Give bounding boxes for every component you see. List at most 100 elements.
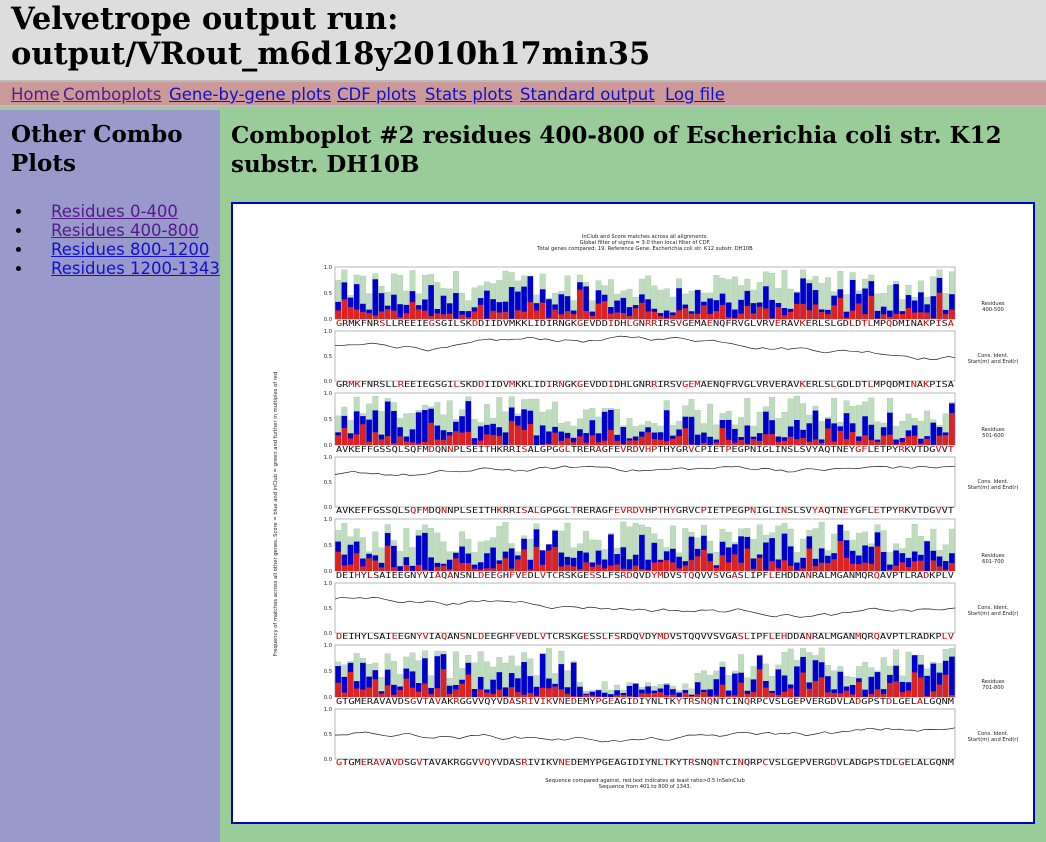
bar-red (384, 685, 391, 697)
nav-link-stats-plots[interactable]: Stats plots (425, 85, 513, 104)
bar-score (775, 669, 782, 697)
bar-red (490, 568, 496, 571)
bar-red (806, 310, 813, 319)
bar-red (347, 306, 354, 319)
bar-score (868, 676, 875, 697)
bar-score (366, 419, 372, 445)
bar-red (347, 672, 354, 697)
bar-red (744, 548, 751, 571)
bar-score (707, 689, 713, 697)
bar-red (688, 696, 695, 697)
bar-score (775, 559, 782, 571)
bar-red (341, 692, 348, 697)
bar-red (564, 438, 571, 445)
bar-red (415, 691, 422, 697)
bar-score (676, 556, 682, 571)
bar-red (366, 441, 372, 445)
bar-score (391, 410, 397, 445)
bar-red (552, 432, 558, 445)
bar-score (484, 290, 490, 319)
bar-red (521, 311, 527, 319)
bar-red (899, 314, 906, 319)
bar-score (794, 666, 800, 697)
sidebar-link-residues-400-800[interactable]: Residues 400-800 (51, 221, 199, 240)
comboplot-image[interactable]: InClub and Score matches across all alig… (231, 202, 1035, 824)
bar-red (577, 436, 583, 445)
bar-red (620, 694, 627, 697)
bar-score (595, 690, 602, 697)
bar-red (632, 440, 639, 445)
bar-red (353, 688, 360, 697)
bar-red (552, 309, 558, 319)
bar-score (434, 656, 441, 697)
bar-red (608, 429, 614, 445)
bar-red (632, 308, 639, 319)
bar-red (676, 310, 682, 319)
sidebar-link-residues-1200-1343[interactable]: Residues 1200-1343 (51, 259, 220, 278)
bar-red (825, 314, 831, 319)
bar-score (496, 302, 503, 319)
panel-line-label: Cons. Ident. (977, 731, 1008, 737)
bar-score (484, 553, 490, 571)
bar-score (880, 551, 887, 571)
bar-red (750, 439, 757, 445)
bar-red (812, 439, 819, 445)
nav-link-gene-by-gene-plots[interactable]: Gene-by-gene plots (169, 85, 332, 104)
nav-link-log-file[interactable]: Log file (665, 85, 725, 104)
bar-red (384, 309, 391, 319)
bar-red (496, 312, 503, 319)
bar-red (701, 442, 707, 445)
bar-red (787, 436, 794, 445)
page-title-line-1: Velvetrope output run: (11, 1, 399, 37)
bar-score (391, 545, 397, 571)
bar-score (477, 562, 484, 571)
bar-score (831, 423, 837, 445)
bar-red (893, 681, 899, 697)
bar-red (725, 440, 732, 445)
bar-score (713, 300, 720, 319)
nav-link-standard-output[interactable]: Standard output (520, 85, 655, 104)
bar-red (880, 435, 887, 445)
bar-red (887, 316, 893, 319)
bar-red (657, 562, 664, 571)
bar-score (397, 566, 403, 571)
bar-score (924, 541, 930, 571)
bar-score (490, 423, 496, 445)
bar-red (781, 315, 788, 319)
bar-score (583, 433, 589, 445)
bar-score (601, 692, 608, 697)
bar-red (539, 564, 546, 571)
bar-score (769, 538, 775, 571)
bar-score (775, 436, 782, 445)
bar-red (769, 318, 775, 319)
bar-score (589, 420, 596, 445)
nav-link-cdf-plots[interactable]: CDF plots (337, 85, 417, 104)
bar-score (465, 553, 472, 571)
bar-red (942, 569, 949, 571)
line-axes-frame (334, 582, 956, 634)
bar-red (366, 558, 372, 571)
bar-red (843, 557, 850, 571)
bar-red (378, 311, 385, 319)
bar-red (360, 424, 366, 445)
sidebar-link-residues-0-400[interactable]: Residues 0-400 (51, 202, 178, 221)
sidebar-link-residues-800-1200[interactable]: Residues 800-1200 (51, 240, 210, 259)
bar-red (787, 565, 794, 571)
bar-score (645, 686, 651, 697)
bar-score (930, 422, 937, 445)
bar-red (360, 689, 366, 697)
bar-score (490, 547, 496, 571)
bar-red (732, 442, 738, 445)
bar-red (533, 310, 540, 319)
bar-red (422, 569, 428, 571)
line-axis-tick: 0.5 (324, 732, 332, 738)
bar-score (676, 692, 682, 697)
bar-score (409, 429, 416, 445)
bar-score (335, 666, 341, 697)
bar-red (725, 695, 732, 697)
nav-link-comboplots[interactable]: Comboplots (63, 85, 162, 104)
bar-red (502, 696, 509, 697)
bar-red (546, 317, 552, 319)
nav-link-home[interactable]: Home (11, 85, 60, 104)
bar-score (744, 690, 751, 697)
